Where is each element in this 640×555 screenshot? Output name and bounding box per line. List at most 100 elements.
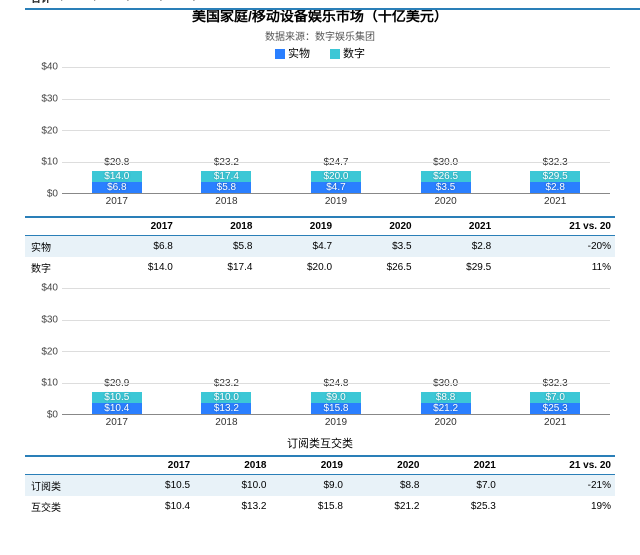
bar-value-label: $7.0 bbox=[545, 392, 564, 403]
legend-label: 互交类 bbox=[320, 438, 353, 450]
bar-value-label: $14.0 bbox=[104, 171, 129, 182]
bar-value-label: $10.4 bbox=[104, 403, 129, 414]
table2: 2017201820192020202121 vs. 20订阅类$10.5$10… bbox=[25, 455, 615, 517]
bar-segment: $26.5 bbox=[421, 171, 471, 182]
bar-segment: $5.8 bbox=[201, 182, 251, 193]
table-cell: $32.3 bbox=[187, 0, 220, 8]
y-tick: $0 bbox=[47, 410, 58, 421]
table-cell: $20.0 bbox=[256, 257, 336, 278]
bar-value-label: $8.8 bbox=[436, 392, 455, 403]
table-header bbox=[25, 217, 97, 236]
table-cell: $29.5 bbox=[416, 257, 496, 278]
chart1-xaxis: 20172018201920202021 bbox=[62, 196, 610, 212]
x-tick: 2019 bbox=[311, 417, 361, 433]
table-header bbox=[25, 456, 118, 475]
table-cell: $5.8 bbox=[177, 236, 257, 258]
legend-item: 互交类 bbox=[320, 438, 353, 450]
table-cell: $3.5 bbox=[336, 236, 416, 258]
chart1-legend: 实物 数字 bbox=[0, 45, 640, 61]
table-cell: 19% bbox=[500, 496, 615, 517]
table1: 2017201820192020202121 vs. 20实物$6.8$5.8$… bbox=[25, 216, 615, 278]
legend-label: 数字 bbox=[343, 48, 365, 60]
table-header: 2018 bbox=[194, 456, 270, 475]
table-cell: $7.0 bbox=[423, 475, 499, 497]
legend-item: 实物 bbox=[275, 45, 310, 61]
table-cell: $2.8 bbox=[416, 236, 496, 258]
bar-total-label: $24.7 bbox=[311, 157, 361, 168]
table-cell: $30.0 bbox=[154, 0, 187, 8]
x-tick: 2017 bbox=[92, 417, 142, 433]
y-tick: $30 bbox=[41, 314, 58, 325]
bar-value-label: $21.2 bbox=[433, 403, 458, 414]
y-tick: $20 bbox=[41, 346, 58, 357]
chart1: $0$10$20$30$40 $6.8$14.0$20.8$5.8$17.4$2… bbox=[30, 67, 610, 212]
bar-column: $2.8$29.5$32.3 bbox=[530, 171, 580, 193]
bar-segment: $4.7 bbox=[311, 182, 361, 193]
bar-total-label: $23.2 bbox=[201, 378, 251, 389]
row-label: 订阅类 bbox=[25, 475, 118, 497]
x-tick: 2018 bbox=[201, 417, 251, 433]
table-cell: $26.5 bbox=[336, 257, 416, 278]
bar-column: $10.4$10.5$20.9 bbox=[92, 392, 142, 414]
x-tick: 2020 bbox=[421, 196, 471, 212]
x-tick: 2020 bbox=[421, 417, 471, 433]
gridline bbox=[62, 351, 610, 352]
bar-column: $13.2$10.0$23.2 bbox=[201, 392, 251, 414]
table-cell: $10.5 bbox=[118, 475, 194, 497]
y-tick: $0 bbox=[47, 189, 58, 200]
table-cell: $6.8 bbox=[97, 236, 177, 258]
legend-item: 订阅类 bbox=[287, 438, 320, 450]
bar-total-label: $30.0 bbox=[421, 157, 471, 168]
chart1-yaxis: $0$10$20$30$40 bbox=[30, 67, 60, 194]
bar-value-label: $20.0 bbox=[323, 171, 348, 182]
table-header: 21 vs. 20 bbox=[500, 456, 615, 475]
table-row: 实物$6.8$5.8$4.7$3.5$2.8-20% bbox=[25, 236, 615, 258]
legend-label: 实物 bbox=[288, 48, 310, 60]
x-tick: 2019 bbox=[311, 196, 361, 212]
bar-column: $25.3$7.0$32.3 bbox=[530, 392, 580, 414]
bar-segment: $15.8 bbox=[311, 403, 361, 414]
row-label: 实物 bbox=[25, 236, 97, 258]
bar-total-label: $23.2 bbox=[201, 157, 251, 168]
y-tick: $20 bbox=[41, 125, 58, 136]
gridline bbox=[62, 288, 610, 289]
bar-column: $15.8$9.0$24.8 bbox=[311, 392, 361, 414]
bar-value-label: $5.8 bbox=[217, 182, 236, 193]
table-cell: $20.9 bbox=[55, 0, 88, 8]
table-cell: $14.0 bbox=[97, 257, 177, 278]
bar-value-label: $9.0 bbox=[326, 392, 345, 403]
table-cell: -20% bbox=[495, 236, 615, 258]
x-tick: 2021 bbox=[530, 417, 580, 433]
table-header: 2017 bbox=[97, 217, 177, 236]
data-source: 数据来源：数字娱乐集团 bbox=[0, 28, 640, 43]
page: 美国家庭/移动设备娱乐市场（十亿美元） 数据来源：数字娱乐集团 实物数字 $0$… bbox=[0, 0, 640, 555]
table-cell: $24.8 bbox=[121, 0, 154, 8]
bar-segment: $21.2 bbox=[421, 403, 471, 414]
gridline bbox=[62, 99, 610, 100]
bar-value-label: $2.8 bbox=[545, 182, 564, 193]
bar-segment: $9.0 bbox=[311, 392, 361, 403]
bar-column: $5.8$17.4$23.2 bbox=[201, 171, 251, 193]
row-label: 互交类 bbox=[25, 496, 118, 517]
gridline bbox=[62, 67, 610, 68]
y-tick: $30 bbox=[41, 93, 58, 104]
gridline bbox=[62, 130, 610, 131]
table-cell: $17.4 bbox=[177, 257, 257, 278]
bar-value-label: $26.5 bbox=[433, 171, 458, 182]
chart1-plot: $6.8$14.0$20.8$5.8$17.4$23.2$4.7$20.0$24… bbox=[62, 67, 610, 194]
y-tick: $40 bbox=[41, 283, 58, 294]
table-header: 2020 bbox=[336, 217, 416, 236]
table-header: 2018 bbox=[177, 217, 257, 236]
bar-segment: $13.2 bbox=[201, 403, 251, 414]
bar-value-label: $17.4 bbox=[214, 171, 239, 182]
bar-segment: $25.3 bbox=[530, 403, 580, 414]
bar-value-label: $10.5 bbox=[104, 392, 129, 403]
gridline bbox=[62, 383, 610, 384]
table-row: 互交类$10.4$13.2$15.8$21.2$25.319% bbox=[25, 496, 615, 517]
gridline bbox=[62, 320, 610, 321]
table-cell: $10.4 bbox=[118, 496, 194, 517]
y-tick: $40 bbox=[41, 62, 58, 73]
bar-total-label: $32.3 bbox=[530, 378, 580, 389]
gridline bbox=[62, 162, 610, 163]
table-header: 2021 bbox=[416, 217, 496, 236]
